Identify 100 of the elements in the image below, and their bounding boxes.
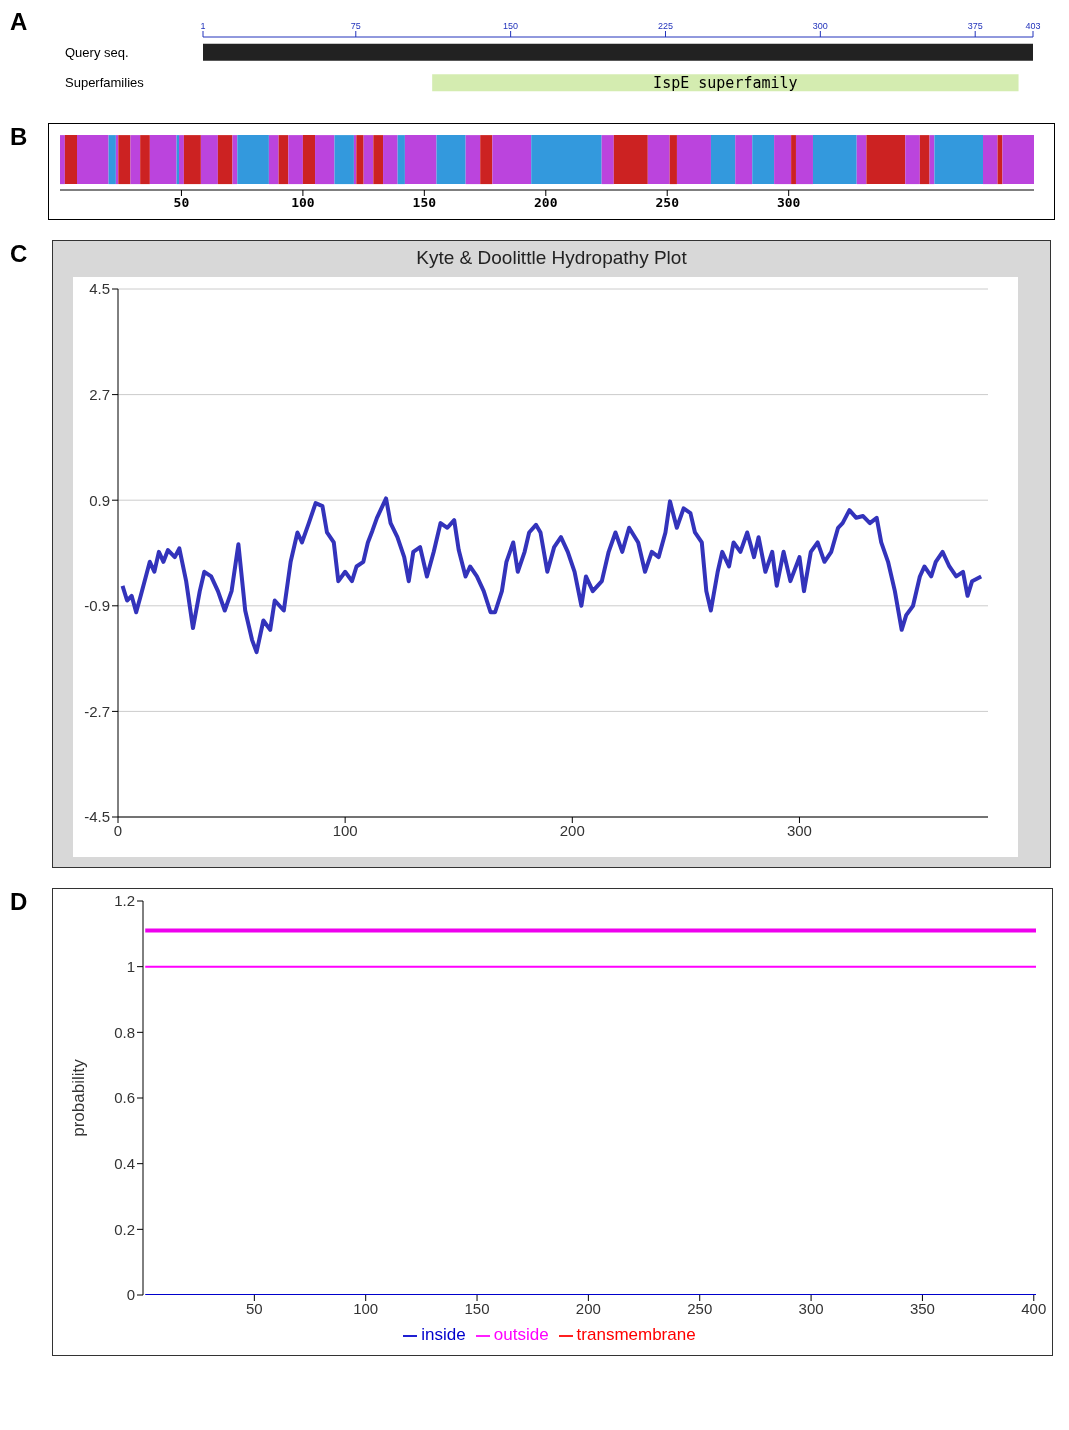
x-tick-label: 225 [657,21,673,31]
x-tick-label: 200 [575,1299,601,1317]
bar [302,135,316,185]
x-tick-label: 150 [412,195,437,211]
bar [905,135,920,185]
bar [64,135,77,185]
bar [118,135,131,185]
bar [200,135,218,185]
x-tick-label: 300 [798,1299,824,1317]
annotation: IspE superfamily [653,74,798,93]
y-tick-label: Superfamilies [65,75,145,91]
bar [812,135,857,185]
bar [795,135,813,185]
y-tick-label: 0.8 [114,1023,135,1041]
y-tick-label: 4.5 [89,280,110,298]
bar [601,135,614,185]
y-tick-label: -0.9 [84,597,110,615]
x-tick-label: 150 [503,21,519,31]
bar [217,135,233,185]
x-tick-label: 1 [200,21,206,31]
x-tick-label: 400 [1021,1299,1047,1317]
text: B [10,123,28,151]
y-tick-label: 1 [126,957,135,975]
x-tick-label: 350 [909,1299,935,1317]
legend-label: inside [421,1325,466,1344]
bar [149,135,177,185]
x-tick-label: 50 [173,195,190,211]
bar [669,135,677,185]
x-tick-label: 300 [812,21,828,31]
bar [465,135,481,185]
bar [363,135,374,185]
y-tick-label: 0.9 [89,491,110,509]
bar [315,135,335,185]
x-tick-label: 250 [687,1299,713,1317]
bar [774,135,792,185]
bar [397,135,405,185]
bar [856,135,867,185]
x-tick-label: 50 [246,1299,263,1317]
bar [710,135,736,185]
x-tick-label: 75 [350,21,361,31]
bar [232,135,238,185]
chart-title: Kyte & Doolittle Hydropathy Plot [415,246,688,270]
bar [791,135,796,185]
bar [404,135,437,185]
text: D [10,888,28,916]
bar [356,135,364,185]
y-axis-title: probability [69,1058,89,1137]
x-tick-label: 375 [967,21,983,31]
bar [108,135,116,185]
y-tick-label: 0.4 [114,1154,135,1172]
x-tick-label: 150 [464,1299,490,1317]
x-tick-label: 300 [786,821,812,839]
y-tick-label: -4.5 [84,808,110,826]
bar [60,135,65,185]
bar [278,135,289,185]
bar [130,135,141,185]
bar [531,135,602,185]
bar [334,135,354,185]
legend-label: outside [493,1325,549,1344]
bar [480,135,493,185]
x-tick-label: 200 [559,821,585,839]
bar [982,135,998,185]
bar [676,135,711,185]
bar [613,135,648,185]
x-tick-label: 100 [353,1299,379,1317]
y-tick-label: 0.6 [114,1089,135,1107]
bar [647,135,670,185]
x-tick-label: 403 [1025,21,1041,31]
y-tick-label: Query seq. [65,44,129,60]
y-tick-label: 0 [126,1286,135,1304]
bar [934,135,983,185]
bar [866,135,906,185]
bar [492,135,532,185]
bar [1002,135,1034,185]
bar [436,135,466,185]
bar [268,135,279,185]
bar [373,135,384,185]
bar [140,135,150,185]
text: C [10,240,28,268]
bar [77,135,109,185]
y-tick-label: 1.2 [114,892,135,910]
bar [288,135,303,185]
y-tick-label: 2.7 [89,385,110,403]
y-tick-label: -2.7 [84,702,110,720]
bar [237,135,269,185]
y-tick-label: 0.2 [114,1220,135,1238]
x-tick-label: 200 [534,195,558,211]
bar [383,135,398,185]
text: A [10,8,28,36]
bar [179,135,184,185]
bar [752,135,775,185]
x-tick-label: 100 [291,195,315,211]
bar [919,135,930,185]
bar [735,135,753,185]
x-tick-label: 100 [332,821,358,839]
line-series [120,496,984,655]
x-tick-label: 300 [776,195,801,211]
x-tick-label: 250 [655,195,680,211]
legend-label: transmembrane [576,1325,696,1344]
bar [183,135,201,185]
